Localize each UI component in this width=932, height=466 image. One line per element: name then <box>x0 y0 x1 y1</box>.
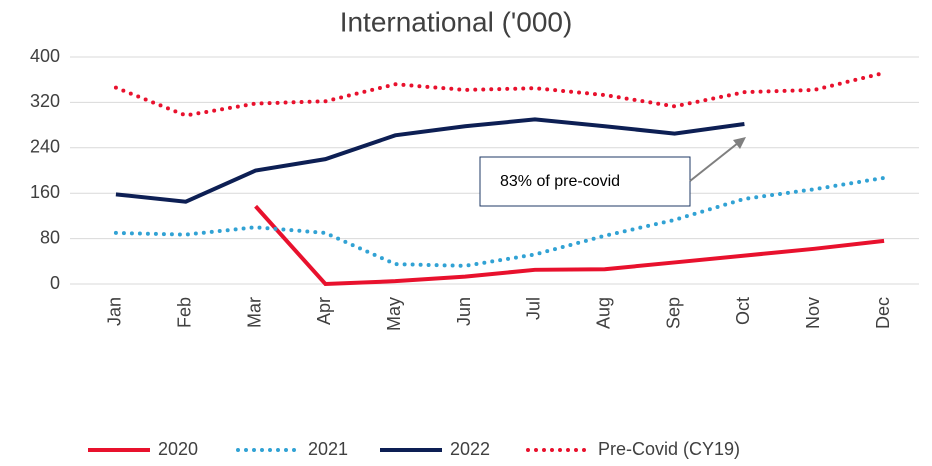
x-tick-label: Jul <box>524 297 544 320</box>
x-tick-label: Dec <box>873 297 893 329</box>
x-tick-label: Mar <box>244 297 264 328</box>
x-tick-label: Jan <box>105 297 125 326</box>
legend-label: Pre-Covid (CY19) <box>598 439 740 459</box>
plot-area: 0 80 160 240 320 400 Jan Feb Mar Apr May Jun Jul Aug S… <box>30 46 919 459</box>
annotation: 83% of pre-covid <box>500 173 620 190</box>
x-tick-label: Nov <box>803 297 823 329</box>
arrow-head <box>733 137 746 149</box>
annotation-box <box>479 156 691 207</box>
x-tick-label: Jun <box>454 297 474 326</box>
series-line <box>113 70 887 118</box>
x-tick-label: Oct <box>733 297 753 325</box>
annotation-arrow <box>689 142 739 182</box>
chart-title: International ('000) <box>340 6 573 37</box>
series-line <box>254 204 885 287</box>
x-tick-label: Aug <box>594 297 614 329</box>
x-tick-label: May <box>384 297 404 331</box>
legend-label: 2020 <box>158 439 198 459</box>
x-tick-label: Apr <box>314 297 334 325</box>
y-tick-label: 400 <box>30 46 60 66</box>
y-tick-label: 0 <box>50 273 60 293</box>
x-tick-label: Sep <box>663 297 683 329</box>
x-tick-label: Feb <box>175 297 195 328</box>
series-line <box>115 117 745 204</box>
legend-label: 2021 <box>308 439 348 459</box>
y-tick-label: 320 <box>30 91 60 111</box>
y-tick-label: 240 <box>30 137 60 157</box>
y-tick-label: 80 <box>40 227 60 247</box>
series-line <box>113 175 887 268</box>
y-tick-label: 160 <box>30 182 60 202</box>
legend-label: 2022 <box>450 439 490 459</box>
